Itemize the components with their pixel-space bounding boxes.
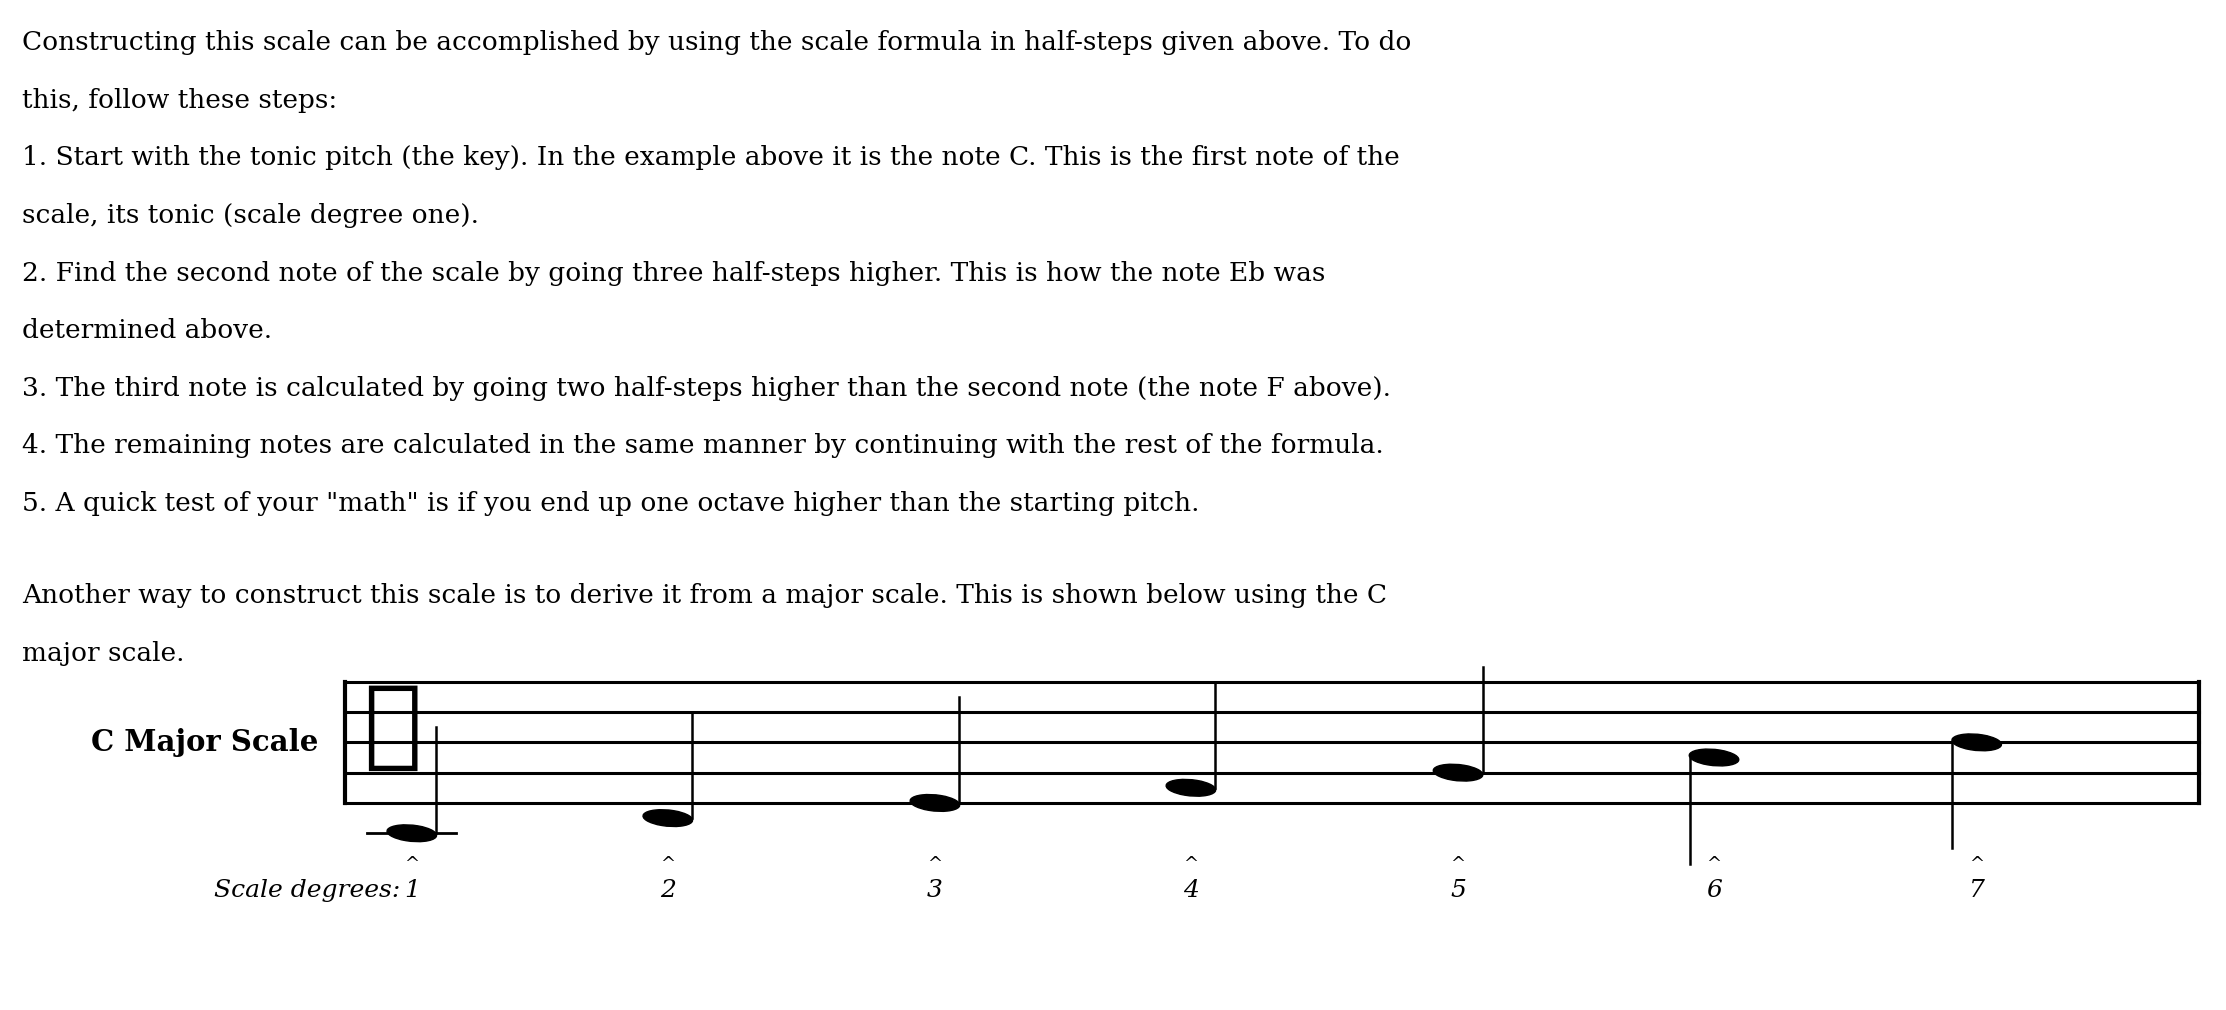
Text: scale, its tonic (scale degree one).: scale, its tonic (scale degree one). xyxy=(22,203,479,228)
Text: 3. The third note is calculated by going two half-steps higher than the second n: 3. The third note is calculated by going… xyxy=(22,376,1391,401)
Ellipse shape xyxy=(387,825,436,841)
Text: 1: 1 xyxy=(403,879,421,902)
Text: 7: 7 xyxy=(1968,879,1986,902)
Text: major scale.: major scale. xyxy=(22,640,185,666)
Text: 5: 5 xyxy=(1449,879,1467,902)
Text: 4: 4 xyxy=(1182,879,1200,902)
Ellipse shape xyxy=(1166,780,1215,796)
Text: 2. Find the second note of the scale by going three half-steps higher. This is h: 2. Find the second note of the scale by … xyxy=(22,261,1327,286)
Text: this, follow these steps:: this, follow these steps: xyxy=(22,88,338,113)
Text: 3: 3 xyxy=(926,879,944,902)
Ellipse shape xyxy=(1434,765,1483,781)
Text: ^: ^ xyxy=(405,855,418,874)
Text: 4. The remaining notes are calculated in the same manner by continuing with the : 4. The remaining notes are calculated in… xyxy=(22,433,1385,459)
Text: 6: 6 xyxy=(1705,879,1723,902)
Text: Another way to construct this scale is to derive it from a major scale. This is : Another way to construct this scale is t… xyxy=(22,583,1387,608)
Text: 1. Start with the tonic pitch (the key). In the example above it is the note C. : 1. Start with the tonic pitch (the key).… xyxy=(22,145,1400,171)
Text: ^: ^ xyxy=(1970,855,1983,874)
Text: determined above.: determined above. xyxy=(22,318,272,343)
Ellipse shape xyxy=(1952,734,2001,750)
Ellipse shape xyxy=(1690,749,1739,766)
Text: ^: ^ xyxy=(1707,855,1721,874)
Text: ^: ^ xyxy=(1451,855,1465,874)
Ellipse shape xyxy=(643,810,692,826)
Text: ^: ^ xyxy=(1184,855,1198,874)
Text: Constructing this scale can be accomplished by using the scale formula in half-s: Constructing this scale can be accomplis… xyxy=(22,30,1411,56)
Text: 5. A quick test of your "math" is if you end up one octave higher than the start: 5. A quick test of your "math" is if you… xyxy=(22,491,1200,516)
Text: Scale degrees:: Scale degrees: xyxy=(214,879,401,902)
Text: 𝄞: 𝄞 xyxy=(363,680,421,775)
Text: 2: 2 xyxy=(659,879,677,902)
Text: C Major Scale: C Major Scale xyxy=(91,728,318,756)
Ellipse shape xyxy=(910,795,959,811)
Text: ^: ^ xyxy=(928,855,942,874)
Text: ^: ^ xyxy=(661,855,674,874)
